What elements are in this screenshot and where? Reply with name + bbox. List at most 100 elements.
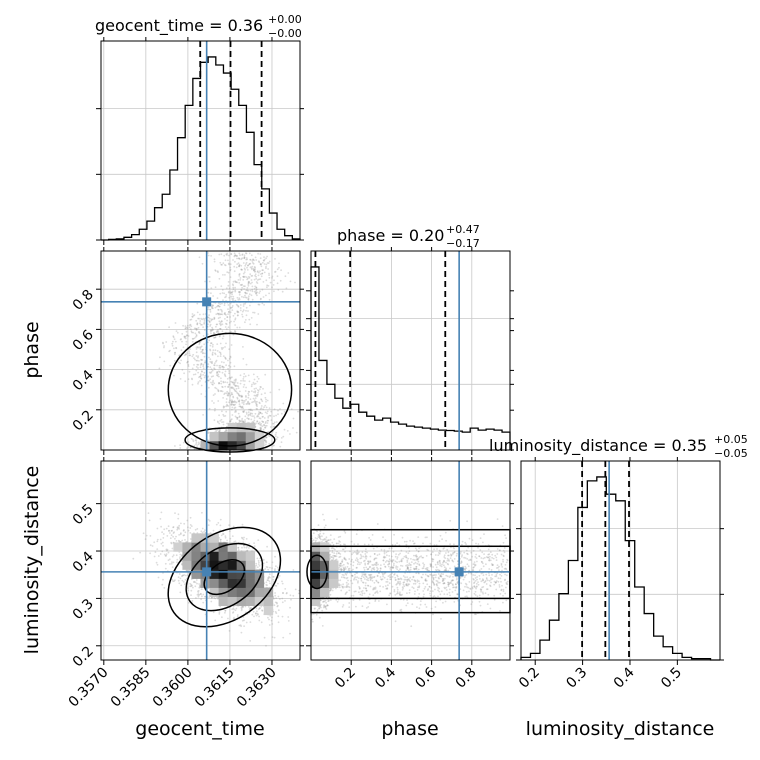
sample-point xyxy=(186,327,189,330)
sample-point xyxy=(257,422,260,425)
sample-point xyxy=(263,271,266,274)
sample-point xyxy=(235,378,237,381)
sample-point xyxy=(225,295,227,298)
sample-point xyxy=(218,375,220,378)
sample-point xyxy=(192,373,195,376)
sample-point xyxy=(268,272,270,275)
sample-point xyxy=(237,298,240,301)
sample-point xyxy=(271,286,273,289)
sample-point xyxy=(217,370,220,373)
sample-point xyxy=(183,372,186,375)
sample-point xyxy=(253,311,256,314)
sample-point xyxy=(247,289,250,292)
sample-point xyxy=(159,518,162,520)
sample-point xyxy=(268,260,271,263)
sample-point xyxy=(239,277,242,279)
sample-point xyxy=(221,421,223,423)
sample-point xyxy=(268,624,271,626)
sample-point xyxy=(213,316,216,319)
sample-point xyxy=(227,359,229,362)
sample-point xyxy=(191,367,194,370)
sample-point xyxy=(262,269,264,272)
sample-point xyxy=(196,302,199,305)
sample-point xyxy=(163,587,166,589)
sample-point xyxy=(197,595,200,598)
sample-point xyxy=(245,411,248,414)
sample-point xyxy=(251,290,254,293)
sample-point xyxy=(203,320,206,322)
sample-point xyxy=(229,311,232,314)
sample-point xyxy=(218,611,221,614)
sample-point xyxy=(269,614,272,617)
sample-point xyxy=(247,277,249,280)
sample-point xyxy=(235,416,238,419)
sample-point xyxy=(251,274,254,277)
sample-point xyxy=(210,319,213,322)
sample-point xyxy=(163,553,166,556)
sample-point xyxy=(159,538,162,541)
sample-point xyxy=(244,400,246,402)
sample-point xyxy=(263,258,266,261)
sample-point xyxy=(219,321,222,324)
sample-point xyxy=(202,365,205,368)
sample-point xyxy=(202,363,205,366)
sample-point xyxy=(276,436,279,439)
x-tick-label: 0.2 xyxy=(516,665,543,692)
sample-point xyxy=(226,254,228,256)
sample-point xyxy=(261,269,264,271)
sample-point xyxy=(194,332,197,335)
sample-point xyxy=(271,561,274,564)
sample-point xyxy=(241,254,244,256)
sample-point xyxy=(179,591,182,594)
sample-point xyxy=(204,360,207,362)
sample-point xyxy=(200,384,203,387)
sample-point xyxy=(187,365,190,367)
sample-point xyxy=(207,375,210,378)
sample-point xyxy=(231,535,234,537)
sample-point xyxy=(226,381,229,384)
sample-point xyxy=(180,584,183,587)
sample-point xyxy=(237,257,240,260)
sample-point xyxy=(227,262,230,265)
sample-point xyxy=(241,395,243,398)
sample-point xyxy=(180,532,182,535)
sample-point xyxy=(238,293,241,296)
sample-point xyxy=(297,410,299,413)
sample-point xyxy=(266,399,269,402)
sample-point xyxy=(254,273,257,276)
sample-point xyxy=(259,263,262,266)
sample-point xyxy=(212,307,214,310)
sample-point xyxy=(256,389,259,391)
sample-point xyxy=(251,383,253,386)
sample-point xyxy=(249,621,252,623)
sample-point xyxy=(247,281,250,284)
sample-point xyxy=(241,399,243,401)
sample-point xyxy=(183,354,186,357)
sample-point xyxy=(258,421,261,424)
sample-point xyxy=(274,433,277,436)
sample-point xyxy=(198,583,201,585)
sample-point xyxy=(235,266,238,269)
sample-point xyxy=(209,349,212,352)
sample-point xyxy=(242,421,244,424)
sample-point xyxy=(265,584,268,586)
sample-point xyxy=(235,303,238,306)
sample-point xyxy=(173,374,175,377)
sample-point xyxy=(247,282,250,285)
sample-point xyxy=(218,422,221,425)
sample-point xyxy=(203,530,206,533)
sample-point xyxy=(171,342,174,345)
sample-point xyxy=(212,379,215,382)
sample-point xyxy=(231,283,234,286)
sample-point xyxy=(241,268,244,271)
sample-point xyxy=(251,261,254,264)
sample-point xyxy=(238,291,240,293)
sample-point xyxy=(166,535,169,537)
sample-point xyxy=(212,375,215,377)
sample-point xyxy=(245,363,248,366)
sample-point xyxy=(238,326,241,329)
sample-point xyxy=(231,401,233,403)
sample-point xyxy=(194,439,197,442)
sample-point xyxy=(295,431,298,434)
sample-point xyxy=(258,303,261,306)
